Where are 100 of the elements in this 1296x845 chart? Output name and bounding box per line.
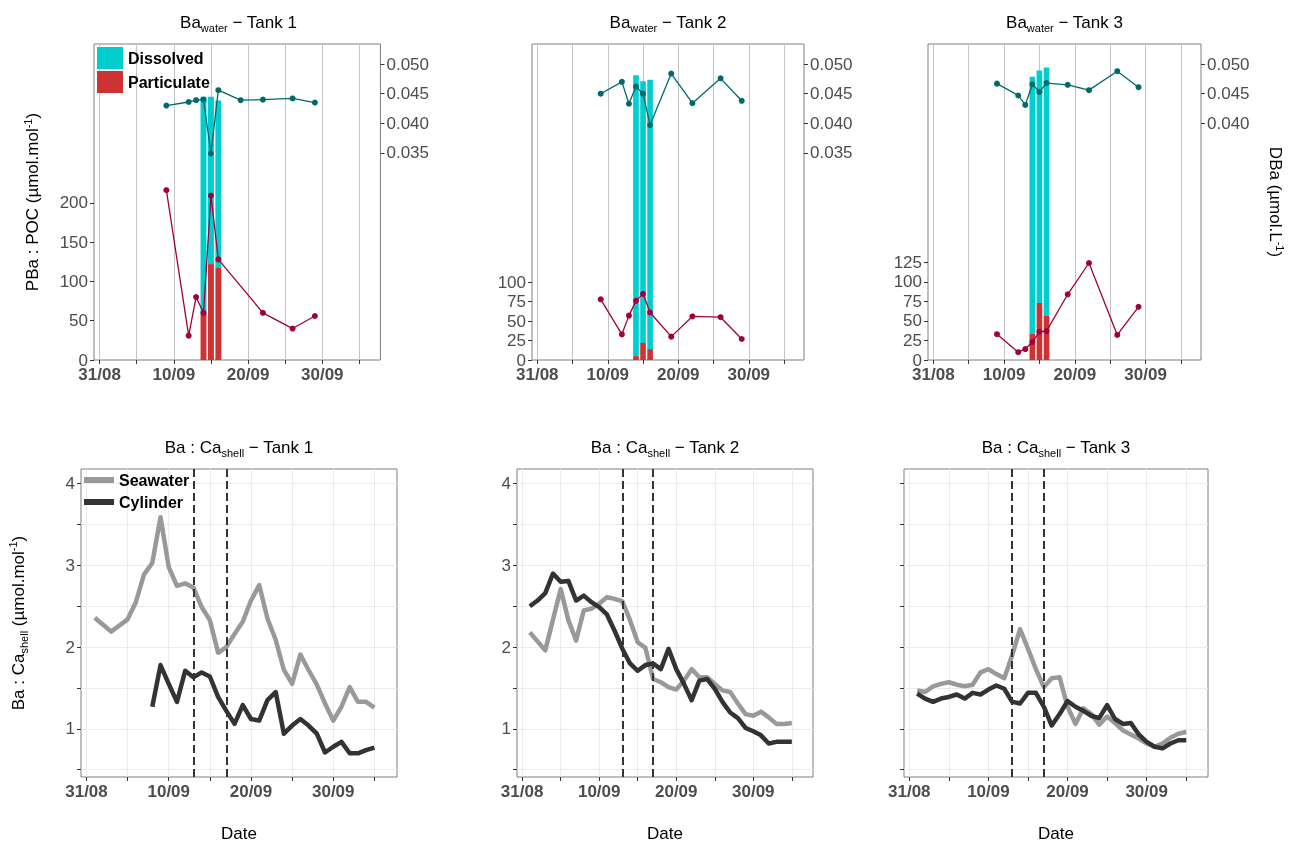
point [640,290,647,297]
point [185,332,192,339]
y-tick-label: 50 [69,311,88,331]
x-tick-label: 20/09 [657,365,700,384]
y2-tick-label: 0.040 [1207,113,1250,133]
x-tick-label: 31/08 [500,782,544,801]
point [193,97,200,104]
point [738,97,745,104]
y-tick-label: 2 [501,637,511,657]
point [993,80,1000,87]
point [200,96,207,103]
line-series [527,586,795,727]
point [1114,68,1121,75]
line-series [92,514,377,723]
point [647,309,654,316]
legend-label: Dissolved [128,49,204,67]
point [237,97,244,104]
legend-label: Cylinder [119,493,184,511]
point [185,98,192,105]
point [1064,291,1071,298]
point [597,90,604,97]
x-axis-title: Date [1037,824,1075,843]
point [597,296,604,303]
x-axis-title: Date [646,824,684,843]
point [625,312,632,319]
point [717,314,724,321]
y-tick-label: 100 [497,272,526,292]
y-tick-label: 1 [65,719,75,739]
point [1043,80,1050,87]
x-tick-label: 31/08 [912,365,955,384]
point [259,309,266,316]
chart-title: Ba : Ca$_{shell}$ − Tank 2 [589,438,741,460]
point [289,325,296,332]
x-tick-label: 30/09 [311,782,355,801]
y-tick-label: 100 [59,271,88,291]
x-tick-label: 31/08 [888,782,931,801]
y2-tick-label: 0.050 [386,54,430,74]
bar [1036,70,1043,303]
y2-tick-label: 0.045 [810,84,853,104]
x-axis-title: Date [220,824,258,843]
x-tick-label: 10/09 [586,365,630,384]
point [640,90,647,97]
y2-tick-label: 0.045 [386,84,430,104]
x-tick-label: 30/09 [732,782,775,801]
x-tick-label: 31/08 [516,365,559,384]
y-tick-label: 3 [501,555,511,575]
y2-tick-label: 0.050 [810,54,853,74]
y-tick-label: 25 [903,330,922,350]
y2-tick-label: 0.045 [1207,84,1250,104]
point [207,150,214,157]
point [1036,328,1043,335]
point [1036,88,1043,95]
chart-title: Ba$_{water}$ − Tank 3 [1005,13,1124,35]
y-tick-label: 200 [59,193,88,213]
point [738,335,745,342]
point [200,309,207,316]
y-tick-label: 25 [507,331,526,351]
y2-tick-label: 0.040 [386,113,430,133]
point [1022,346,1029,353]
point [618,331,625,338]
x-tick-label: 10/09 [982,365,1026,384]
point [1015,349,1022,356]
point [632,83,639,90]
y-tick-label: 2 [65,637,75,657]
x-tick-label: 10/09 [577,782,621,801]
point [311,312,318,319]
point [163,102,170,109]
y2-tick-label: 0.040 [810,113,853,133]
x-tick-label: 20/09 [654,782,698,801]
point [668,333,675,340]
y2-tick-label: 0.050 [1207,54,1250,74]
legend-label: Seawater [119,471,190,489]
point [259,96,266,103]
bar [1029,76,1036,334]
chart-title: Ba$_{water}$ − Tank 2 [608,13,728,35]
x-tick-label: 20/09 [229,782,273,801]
bar [1043,67,1050,316]
y-tick-label: 4 [65,474,75,494]
x-tick-label: 30/09 [727,365,771,384]
x-tick-label: 31/08 [78,365,121,384]
point [647,122,654,129]
x-tick-label: 31/08 [65,782,108,801]
chart-title: Ba : Ca$_{shell}$ − Tank 3 [980,438,1132,460]
y2-tick-label: 0.035 [810,143,853,163]
x-tick-label: 10/09 [147,782,191,801]
point [618,78,625,85]
point [215,87,222,94]
point [717,75,724,82]
y-tick-label: 75 [903,291,922,311]
x-tick-label: 30/09 [301,365,344,384]
point [993,331,1000,338]
point [689,313,696,320]
x-tick-label: 10/09 [152,365,196,384]
x-tick-label: 30/09 [1124,365,1167,384]
point [1135,84,1142,91]
chart-title: Ba$_{water}$ − Tank 1 [179,13,298,35]
y2-tick-label: 0.035 [386,143,430,163]
legend-label: Particulate [128,73,210,91]
point [311,99,318,106]
point [1085,260,1092,267]
